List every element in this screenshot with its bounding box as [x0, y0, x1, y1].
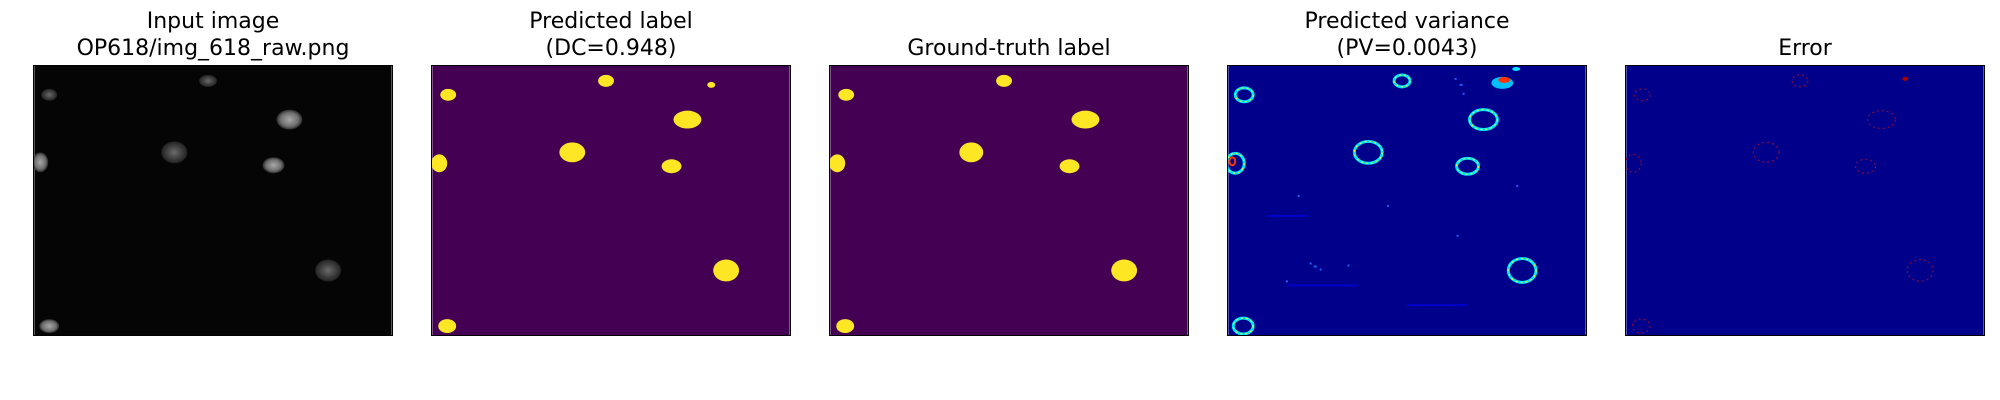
- panel-predicted-variance: Predicted variance (PV=0.0043): [1227, 0, 1587, 400]
- panel-ground-truth-label: Ground-truth label: [829, 0, 1189, 400]
- error-map: [1625, 65, 1985, 336]
- panel-title-line2: (PV=0.0043): [1336, 36, 1478, 61]
- ground-truth-label-map: [829, 65, 1189, 336]
- input-image-canvas: [34, 66, 392, 335]
- ground-truth-canvas: [830, 66, 1188, 335]
- input-image: [33, 65, 393, 336]
- panel-title-line1: Predicted label: [529, 9, 693, 34]
- predicted-variance-canvas: [1228, 66, 1586, 335]
- panel-title-line2: OP618/img_618_raw.png: [76, 36, 350, 61]
- panel-title-line1: Predicted variance: [1304, 9, 1510, 34]
- error-canvas: [1626, 66, 1984, 335]
- predicted-label-canvas: [432, 66, 790, 335]
- panel-input-image: Input image OP618/img_618_raw.png: [33, 0, 393, 400]
- predicted-variance-map: [1227, 65, 1587, 336]
- panel-predicted-label: Predicted label (DC=0.948): [431, 0, 791, 400]
- panel-title-line2: Ground-truth label: [907, 36, 1111, 61]
- predicted-label-map: [431, 65, 791, 336]
- panel-title-line2: Error: [1778, 36, 1832, 61]
- panel-title-line1: Input image: [146, 9, 280, 34]
- panel-error: Error: [1625, 0, 1985, 400]
- panel-title-line2: (DC=0.948): [545, 36, 677, 61]
